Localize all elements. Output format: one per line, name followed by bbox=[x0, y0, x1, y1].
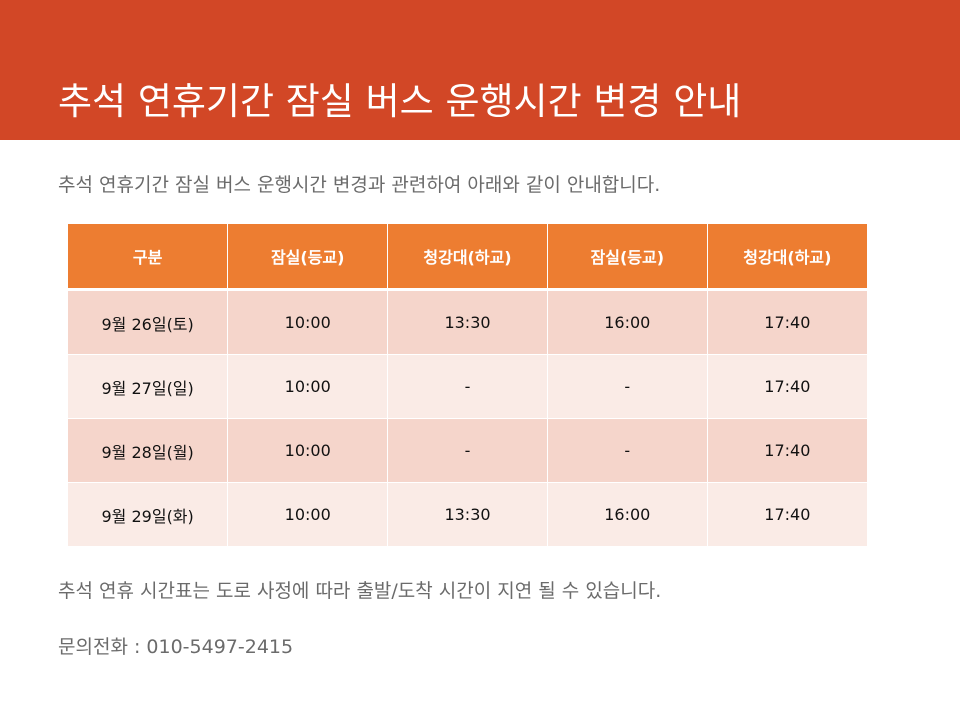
time-cell: 16:00 bbox=[547, 482, 708, 547]
time-cell: 17:40 bbox=[707, 482, 867, 547]
delay-notice: 추석 연휴 시간표는 도로 사정에 따라 출발/도착 시간이 지연 될 수 있습… bbox=[58, 580, 662, 602]
time-cell: 17:40 bbox=[707, 418, 867, 483]
contact-phone: 문의전화 : 010-5497-2415 bbox=[58, 636, 294, 658]
table-row: 9월 28일(월) 10:00 - - 17:40 bbox=[68, 418, 867, 483]
time-cell: - bbox=[387, 354, 548, 419]
time-cell: - bbox=[547, 418, 708, 483]
date-cell: 9월 27일(일) bbox=[68, 354, 229, 419]
time-cell: - bbox=[547, 354, 708, 419]
time-cell: 10:00 bbox=[227, 418, 389, 483]
table-row: 9월 29일(화) 10:00 13:30 16:00 17:40 bbox=[68, 482, 867, 547]
time-cell: 10:00 bbox=[227, 289, 389, 355]
table-row: 9월 27일(일) 10:00 - - 17:40 bbox=[68, 354, 867, 419]
time-cell: 17:40 bbox=[707, 354, 867, 419]
date-cell: 9월 28일(월) bbox=[68, 418, 229, 483]
date-cell: 9월 26일(토) bbox=[68, 289, 229, 355]
time-cell: 10:00 bbox=[227, 482, 389, 547]
time-cell: 13:30 bbox=[387, 482, 548, 547]
time-cell: 10:00 bbox=[227, 354, 389, 419]
col-header-jamsil-to-school-1: 잠실(등교) bbox=[227, 224, 389, 291]
time-cell: - bbox=[387, 418, 548, 483]
bus-schedule-table: 구분 잠실(등교) 청강대(하교) 잠실(등교) 청강대(하교) 9월 26일(… bbox=[68, 224, 867, 547]
title-banner: 추석 연휴기간 잠실 버스 운행시간 변경 안내 bbox=[0, 0, 960, 140]
intro-text: 추석 연휴기간 잠실 버스 운행시간 변경과 관련하여 아래와 같이 안내합니다… bbox=[58, 174, 661, 196]
col-header-chungkang-from-school-2: 청강대(하교) bbox=[707, 224, 867, 291]
time-cell: 17:40 bbox=[707, 289, 867, 355]
time-cell: 13:30 bbox=[387, 289, 548, 355]
table-header-row: 구분 잠실(등교) 청강대(하교) 잠실(등교) 청강대(하교) bbox=[68, 224, 867, 291]
col-header-jamsil-to-school-2: 잠실(등교) bbox=[547, 224, 708, 291]
col-header-chungkang-from-school-1: 청강대(하교) bbox=[387, 224, 548, 291]
page-title: 추석 연휴기간 잠실 버스 운행시간 변경 안내 bbox=[58, 80, 742, 123]
col-header-category: 구분 bbox=[68, 224, 229, 291]
table-row: 9월 26일(토) 10:00 13:30 16:00 17:40 bbox=[68, 289, 867, 355]
time-cell: 16:00 bbox=[547, 289, 708, 355]
date-cell: 9월 29일(화) bbox=[68, 482, 229, 547]
